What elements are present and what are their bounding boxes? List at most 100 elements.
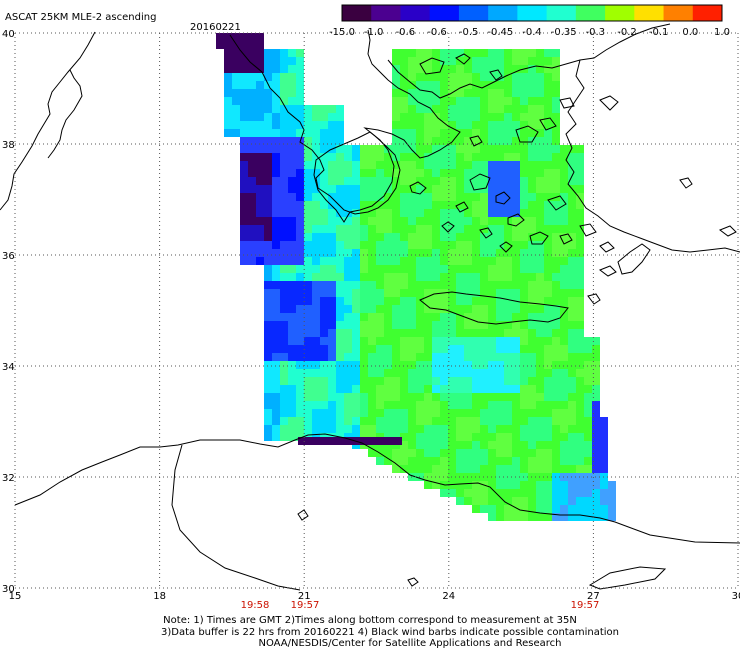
swath-cell [520, 113, 528, 121]
swath-cell [488, 257, 496, 265]
swath-cell [576, 457, 584, 465]
swath-cell [272, 129, 280, 137]
swath-cell [408, 161, 416, 169]
swath-cell [480, 289, 488, 297]
longitude-label: 18 [153, 591, 166, 602]
swath-cell [496, 225, 504, 233]
swath-cell [448, 393, 456, 401]
swath-cell [536, 89, 544, 97]
swath-cell [344, 377, 352, 385]
swath-cell [328, 313, 336, 321]
swath-cell [400, 65, 408, 73]
swath-cell [360, 201, 368, 209]
swath-cell [432, 145, 440, 153]
swath-cell [496, 481, 504, 489]
swath-cell [424, 297, 432, 305]
swath-cell [408, 281, 416, 289]
swath-cell [352, 177, 360, 185]
swath-cell [376, 249, 384, 257]
swath-cell [280, 65, 288, 73]
swath-cell [480, 121, 488, 129]
swath-cell [480, 65, 488, 73]
swath-cell [344, 193, 352, 201]
swath-cell [488, 345, 496, 353]
swath-cell [520, 105, 528, 113]
swath-cell [224, 49, 232, 57]
swath-cell [368, 377, 376, 385]
swath-cell [504, 169, 512, 177]
swath-cell [512, 513, 520, 521]
swath-cell [352, 217, 360, 225]
swath-cell [376, 265, 384, 273]
swath-cell [272, 177, 280, 185]
swath-cell [504, 377, 512, 385]
swath-cell [440, 393, 448, 401]
swath-cell [464, 185, 472, 193]
swath-cell [416, 65, 424, 73]
swath-cell [272, 329, 280, 337]
swath-cell [512, 417, 520, 425]
swath-cell [376, 297, 384, 305]
swath-cell [432, 289, 440, 297]
swath-cell [536, 313, 544, 321]
swath-cell [320, 385, 328, 393]
swath-cell [552, 249, 560, 257]
swath-cell [424, 97, 432, 105]
swath-cell [224, 33, 232, 41]
swath-cell [592, 337, 600, 345]
swath-cell [552, 417, 560, 425]
swath-cell [472, 481, 480, 489]
swath-cell [520, 161, 528, 169]
swath-cell [400, 185, 408, 193]
swath-cell [552, 345, 560, 353]
swath-cell [264, 89, 272, 97]
swath-cell [320, 137, 328, 145]
swath-cell [496, 65, 504, 73]
swath-cell [536, 425, 544, 433]
swath-cell [320, 113, 328, 121]
swath-cell [240, 153, 248, 161]
swath-cell [552, 481, 560, 489]
swath-cell [536, 497, 544, 505]
swath-cell [312, 217, 320, 225]
colorbar-label: -0.45 [487, 27, 513, 38]
swath-cell [416, 169, 424, 177]
swath-cell [400, 145, 408, 153]
swath-cell [400, 241, 408, 249]
swath-cell [536, 297, 544, 305]
swath-cell [504, 73, 512, 81]
swath-cell [352, 321, 360, 329]
swath-cell [376, 225, 384, 233]
swath-cell [568, 153, 576, 161]
swath-cell [400, 297, 408, 305]
swath-cell [392, 401, 400, 409]
swath-cell [528, 409, 536, 417]
swath-cell [392, 457, 400, 465]
swath-cell [576, 369, 584, 377]
swath-cell [416, 345, 424, 353]
swath-cell [240, 241, 248, 249]
swath-cell [408, 105, 416, 113]
swath-cell [448, 137, 456, 145]
swath-cell [600, 441, 608, 449]
swath-cell [368, 209, 376, 217]
swath-cell [488, 361, 496, 369]
swath-cell [440, 217, 448, 225]
swath-cell [544, 449, 552, 457]
swath-cell [312, 337, 320, 345]
swath-cell [312, 121, 320, 129]
colorbar-cell [663, 5, 694, 21]
swath-cell [504, 497, 512, 505]
swath-cell [392, 425, 400, 433]
swath-cell [288, 57, 296, 65]
swath-cell [296, 97, 304, 105]
swath-cell [440, 57, 448, 65]
swath-cell [416, 281, 424, 289]
swath-cell [352, 401, 360, 409]
swath-cell [544, 153, 552, 161]
swath-cell [496, 265, 504, 273]
swath-cell [352, 369, 360, 377]
swath-cell [560, 145, 568, 153]
swath-cell [312, 161, 320, 169]
swath-cell [568, 209, 576, 217]
